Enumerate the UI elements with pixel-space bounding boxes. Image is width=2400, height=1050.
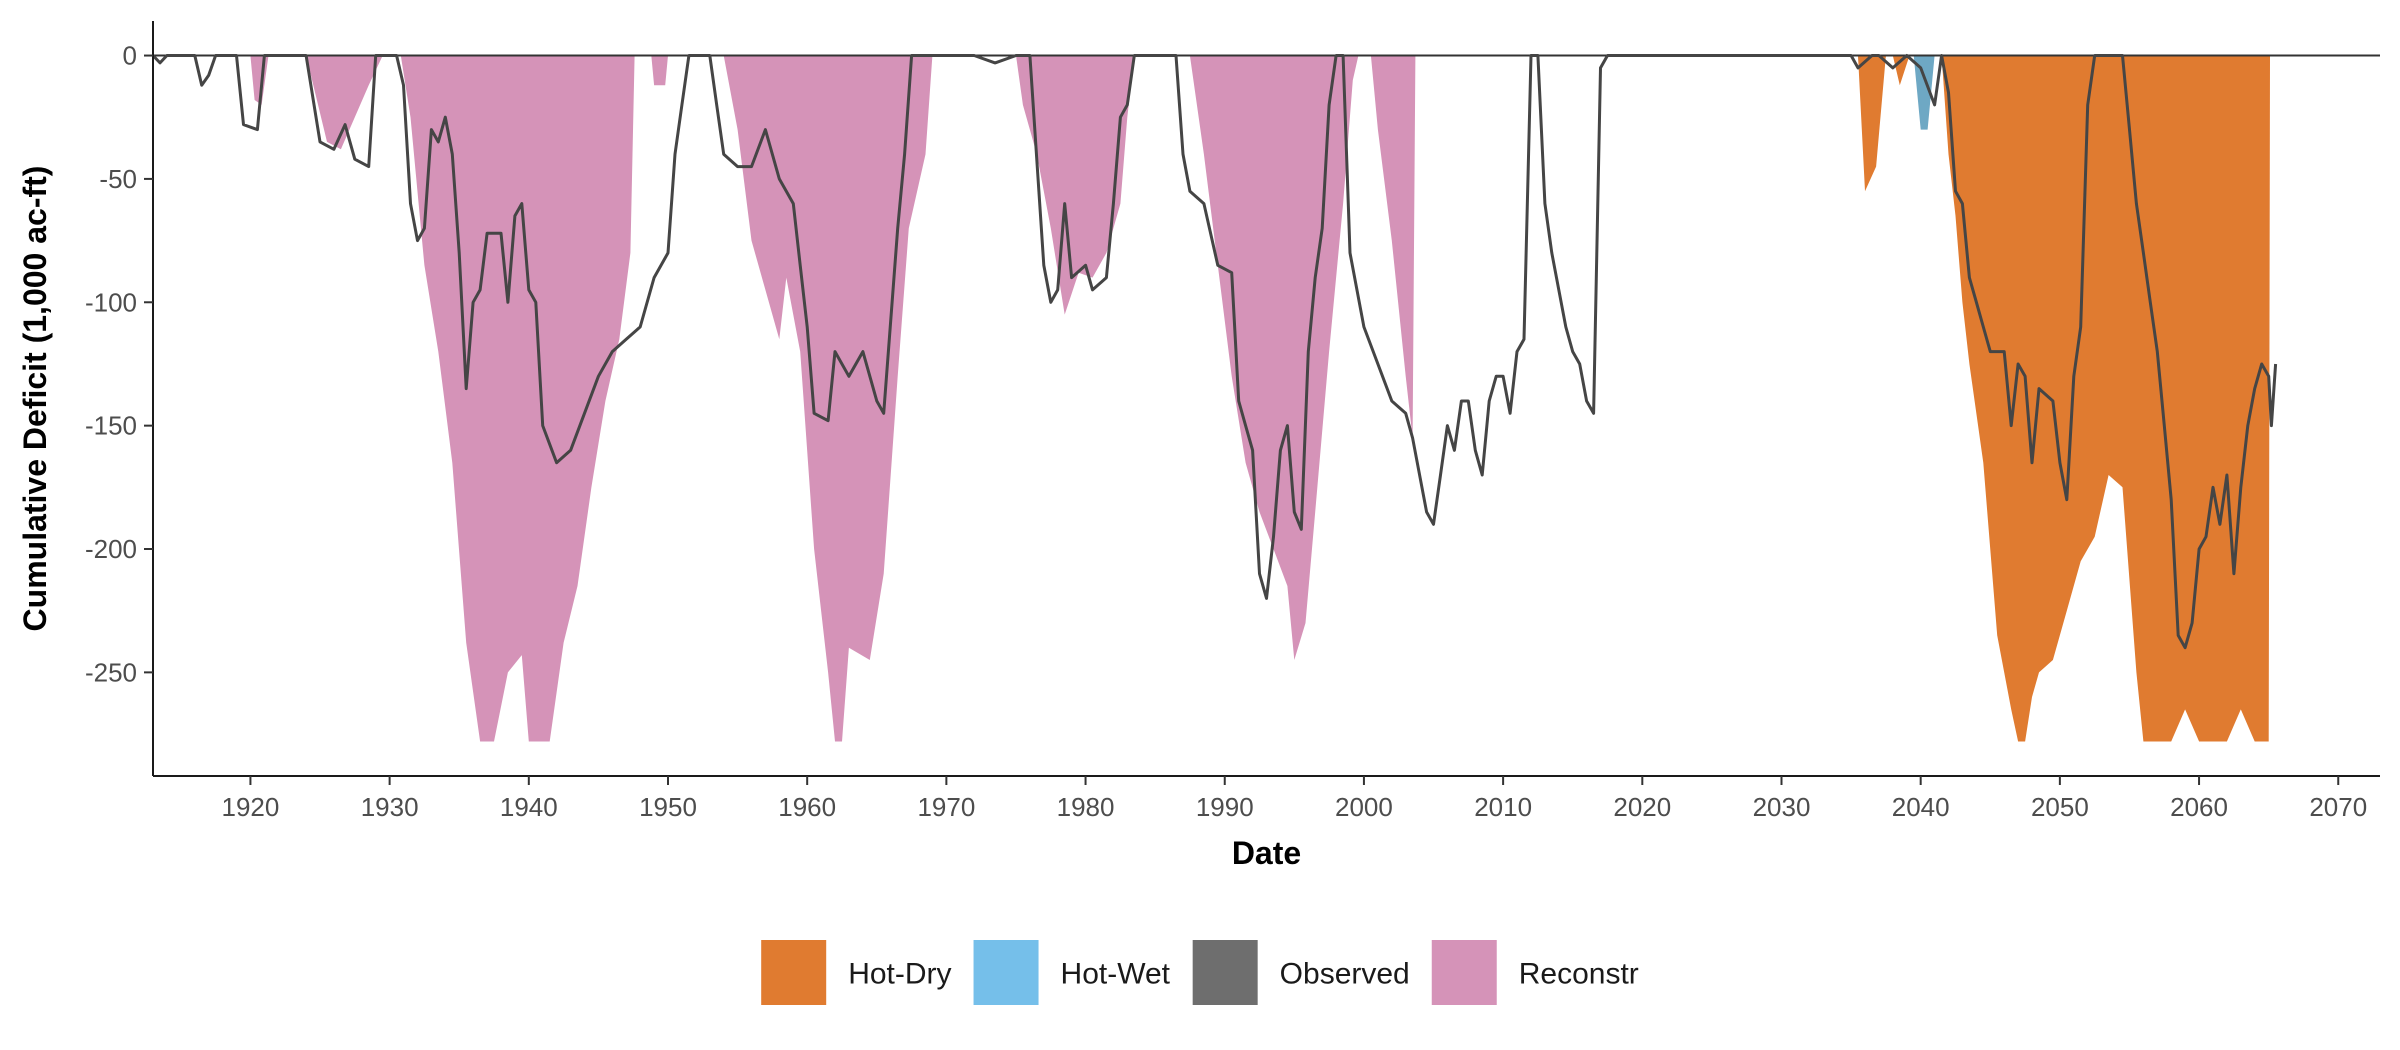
legend-label-observed: Observed <box>1280 958 1410 991</box>
legend-key-hot-dry <box>761 940 827 1005</box>
axes <box>152 21 2380 777</box>
plot-lines <box>151 54 2380 650</box>
x-tick-label: 1920 <box>222 792 280 822</box>
legend-item-hot-wet: Hot-Wet <box>973 940 1171 1005</box>
x-tick-label: 2050 <box>2031 792 2089 822</box>
legend-label-hot-wet: Hot-Wet <box>1061 958 1171 991</box>
series-line-observed <box>151 54 2278 650</box>
legend-item-hot-dry: Hot-Dry <box>761 940 952 1005</box>
y-tick-label: -50 <box>99 164 137 194</box>
legend-item-observed: Observed <box>1192 940 1410 1005</box>
x-tick-label: 2030 <box>1753 792 1811 822</box>
x-tick-label: 1930 <box>361 792 419 822</box>
legend-key-observed <box>1192 940 1258 1005</box>
legend-key-hot-wet <box>973 940 1039 1005</box>
x-tick-label: 2020 <box>1613 792 1671 822</box>
x-tick-label: 1960 <box>778 792 836 822</box>
legend: Hot-Dry Hot-Wet Observed Reconstr <box>761 940 1639 1005</box>
y-tick-label: -100 <box>85 287 137 317</box>
legend-label-hot-dry: Hot-Dry <box>848 958 951 991</box>
y-tick-label: 0 <box>123 41 137 71</box>
y-tick-label: -150 <box>85 411 137 441</box>
y-tick-label: -250 <box>85 657 137 687</box>
series-area-hot-dry <box>1858 55 2270 742</box>
plot-areas <box>250 55 2270 742</box>
x-tick-label: 2060 <box>2170 792 2228 822</box>
x-tick-label: 2010 <box>1474 792 1532 822</box>
y-axis-ticks: 0 -50 -100 -150 -200 -250 <box>85 41 153 687</box>
x-axis-title: Date <box>1232 835 1301 871</box>
x-tick-label: 2040 <box>1892 792 1950 822</box>
series-area-reconstr <box>250 55 1416 742</box>
x-tick-label: 1990 <box>1196 792 1254 822</box>
x-axis-ticks: 1920 1930 1940 1950 1960 1970 1980 1990 2000 2010… <box>222 776 2367 822</box>
x-tick-label: 2000 <box>1335 792 1393 822</box>
y-axis-title: Cumulative Deficit (1,000 ac-ft) <box>17 166 53 632</box>
y-tick-label: -200 <box>85 534 137 564</box>
legend-label-reconstr: Reconstr <box>1519 958 1639 991</box>
x-tick-label: 1980 <box>1057 792 1115 822</box>
x-tick-label: 1970 <box>917 792 975 822</box>
x-tick-label: 1950 <box>639 792 697 822</box>
legend-key-reconstr <box>1431 940 1497 1005</box>
legend-item-reconstr: Reconstr <box>1431 940 1639 1005</box>
x-tick-label: 1940 <box>500 792 558 822</box>
x-tick-label: 2070 <box>2309 792 2367 822</box>
